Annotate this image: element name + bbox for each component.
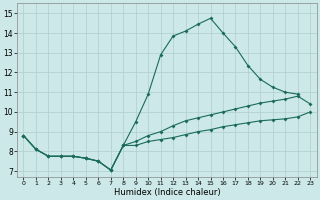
X-axis label: Humidex (Indice chaleur): Humidex (Indice chaleur) [114,188,220,197]
